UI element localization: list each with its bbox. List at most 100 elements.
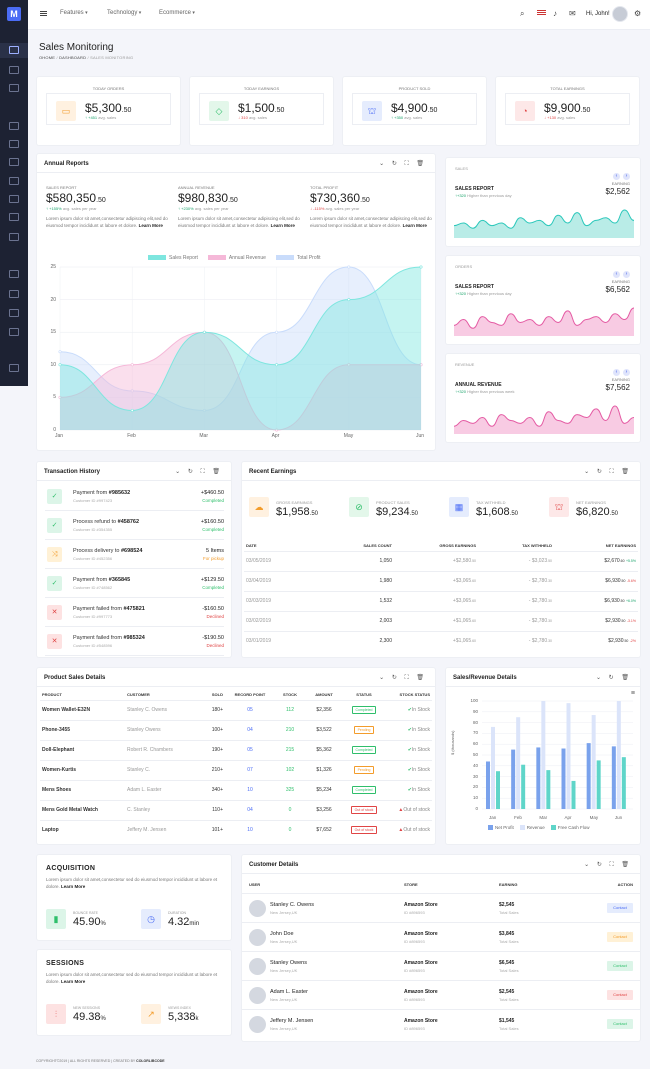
mail-icon[interactable]: ✉ [569, 9, 576, 18]
data-point [202, 330, 206, 334]
data-point [58, 395, 62, 399]
table-row[interactable]: 03/03/2019 1,532 +$3,065.60 - $2,780.30 … [244, 590, 638, 611]
prev-icon[interactable]: ‹ [613, 271, 620, 278]
mail-icon[interactable] [9, 66, 19, 74]
customer-row[interactable]: Jeffery M. Jensen New Jersey,UK Amazon S… [242, 1009, 640, 1038]
y-tick-label: 0 [53, 427, 56, 433]
transaction-row[interactable]: ⤨ Process delivery to #698524 Customer I… [45, 540, 224, 569]
table-row[interactable]: Laptop Jeffery M. Jensen 101+ 10 0 $7,65… [40, 819, 432, 840]
status-badge: Out of stock [350, 826, 378, 835]
contact-button[interactable]: Contact [607, 1019, 633, 1029]
card-tools[interactable]: ⌄ ↻ ⛶ 🗑 [584, 862, 632, 868]
card-tools[interactable]: ⌄ ↻ ⛶ 🗑 [379, 161, 427, 167]
customer-row[interactable]: John Doe New Jersey,UK Amazon Store ID #… [242, 922, 640, 951]
legend-item[interactable]: Revenue [519, 825, 545, 830]
next-icon[interactable]: › [623, 369, 630, 376]
contact-button[interactable]: Contact [607, 990, 633, 1000]
customer-row[interactable]: Stanley Owens New Jersey,UK Amazon Store… [242, 951, 640, 980]
gear-icon[interactable]: ⚙ [634, 9, 642, 18]
search-icon[interactable]: ⌕ [520, 9, 525, 18]
table-row[interactable]: 03/02/2019 2,003 +$1,065.60 - $2,780.30 … [244, 610, 638, 631]
menu-technology[interactable]: Technology [107, 10, 141, 16]
transaction-row[interactable]: ✕ Payment failed from #985324 Customer I… [45, 627, 224, 656]
crumb-home[interactable]: OHOME [39, 55, 56, 60]
sparkline [454, 209, 634, 238]
next-icon[interactable]: › [623, 173, 630, 180]
status-badge: Completed [351, 746, 377, 754]
x-tick-label: Feb [514, 815, 522, 820]
y-tick-label: 25 [50, 264, 56, 270]
stat-card: TODAY EARNINGS ◇ $1,500.50 ↓ 310 avg. sa… [190, 77, 333, 145]
customer-row[interactable]: Stanley C. Owens New Jersey,UK Amazon St… [242, 893, 640, 922]
table-row[interactable]: 03/05/2019 1,050 +$2,580.50 - $3,023.50 … [244, 550, 638, 571]
contact-button[interactable]: Contact [607, 961, 633, 971]
home-icon[interactable] [9, 46, 19, 54]
table-row[interactable]: 03/04/2019 1,980 +$3,065.60 - $2,780.30 … [244, 570, 638, 591]
prev-icon[interactable]: ‹ [613, 369, 620, 376]
puzzle-icon[interactable] [9, 158, 19, 166]
bounce-rate-label: BOUNCE RATE [73, 911, 99, 915]
calendar-icon[interactable] [9, 177, 19, 185]
chart-menu-icon[interactable]: ≡ [630, 690, 635, 697]
bell-icon[interactable]: ♪ [553, 9, 557, 18]
table-icon[interactable] [9, 195, 19, 203]
y-tick-label: 15 [50, 329, 56, 336]
card-tools[interactable]: ⌄ ↻ ⛶ 🗑 [584, 469, 632, 475]
brand-logo[interactable]: M [7, 7, 21, 21]
legend-item[interactable]: Total Profit [275, 255, 321, 261]
transaction-row[interactable]: ✓ Process refund to #458762 Customer ID … [45, 511, 224, 540]
status-badge: Declined [206, 643, 224, 648]
x-tick-label: Jun [416, 433, 425, 439]
sparkline [454, 307, 634, 336]
document-icon[interactable] [9, 84, 19, 92]
transaction-row[interactable]: ✓ Payment from #365845 Customer ID #7485… [45, 569, 224, 598]
pie-icon[interactable] [9, 213, 19, 221]
transaction-row[interactable]: ✓ Payment from #985632 Customer ID #9974… [45, 482, 224, 511]
contact-button[interactable]: Contact [607, 903, 633, 913]
crumb-dashboard[interactable]: DASHBOARD [59, 55, 87, 60]
learn-more-link[interactable]: Learn More [138, 222, 163, 228]
prev-icon[interactable]: ‹ [613, 173, 620, 180]
help-icon[interactable] [9, 270, 19, 278]
duration-label: DURATION [168, 911, 187, 915]
settings-icon[interactable] [9, 290, 19, 298]
widget-icon[interactable] [9, 309, 19, 317]
grid-icon[interactable] [9, 122, 19, 130]
footer-brand-link[interactable]: COLORLIBCODE [136, 1059, 165, 1063]
monitor-icon[interactable] [9, 328, 19, 336]
layers-icon[interactable] [9, 140, 19, 148]
avatar[interactable] [612, 6, 628, 22]
product-sales-title: Product Sales Details [44, 675, 106, 681]
learn-more-link[interactable]: Learn More [270, 222, 295, 228]
menu-ecommerce[interactable]: Ecommerce [159, 10, 195, 16]
legend-item[interactable]: Annual Revenue [207, 255, 266, 261]
table-row[interactable]: Mens Shoes Adam L. Easter 340+ 10 325 $5… [40, 779, 432, 800]
card-tools[interactable]: ⌄ ↻ ⛶ 🗑 [379, 675, 427, 681]
legend-item[interactable]: Free Cash Flow [550, 825, 590, 830]
next-icon[interactable]: › [623, 271, 630, 278]
card-tools[interactable]: ⌄ ↻ 🗑 [595, 675, 632, 681]
learn-more-link[interactable]: Learn More [61, 978, 86, 984]
legend-item[interactable]: Sales Report [148, 255, 198, 261]
bar-revenue [591, 715, 596, 809]
table-row[interactable]: Mens Gold Metal Watch C. Stanley 110+ 04… [40, 799, 432, 820]
transaction-row[interactable]: ✕ Payment failed from #475821 Customer I… [45, 598, 224, 627]
menu-features[interactable]: Features [60, 10, 88, 16]
map-icon[interactable] [9, 233, 19, 241]
menu-toggle-icon[interactable] [40, 11, 47, 16]
contact-button[interactable]: Contact [607, 932, 633, 942]
gear-icon[interactable] [9, 364, 19, 372]
learn-more-link[interactable]: Learn More [402, 222, 427, 228]
legend-item[interactable]: Net Profit [488, 825, 514, 830]
status-badge: Completed [351, 706, 377, 714]
table-row[interactable]: Women Wallet-E32N Stanley C. Owens 180+ … [40, 699, 432, 720]
user-greeting[interactable]: Hi, John! [586, 11, 610, 17]
customer-row[interactable]: Adam L. Easter New Jersey,UK Amazon Stor… [242, 980, 640, 1009]
learn-more-link[interactable]: Learn More [61, 883, 86, 889]
table-row[interactable]: Doll-Elephant Robert R. Chambers 190+ 05… [40, 739, 432, 760]
table-row[interactable]: Women-Kurtis Stanley C. 210+ 07 102 $1,3… [40, 759, 432, 780]
card-tools[interactable]: ⌄ ↻ ⛶ 🗑 [175, 469, 223, 475]
table-row[interactable]: Phone-3455 Stanley Owens 100+ 04 210 $3,… [40, 719, 432, 740]
table-row[interactable]: 03/01/2019 2,300 +$1,065.60 - $2,780.30 … [244, 630, 638, 651]
flag-icon[interactable] [537, 10, 546, 17]
